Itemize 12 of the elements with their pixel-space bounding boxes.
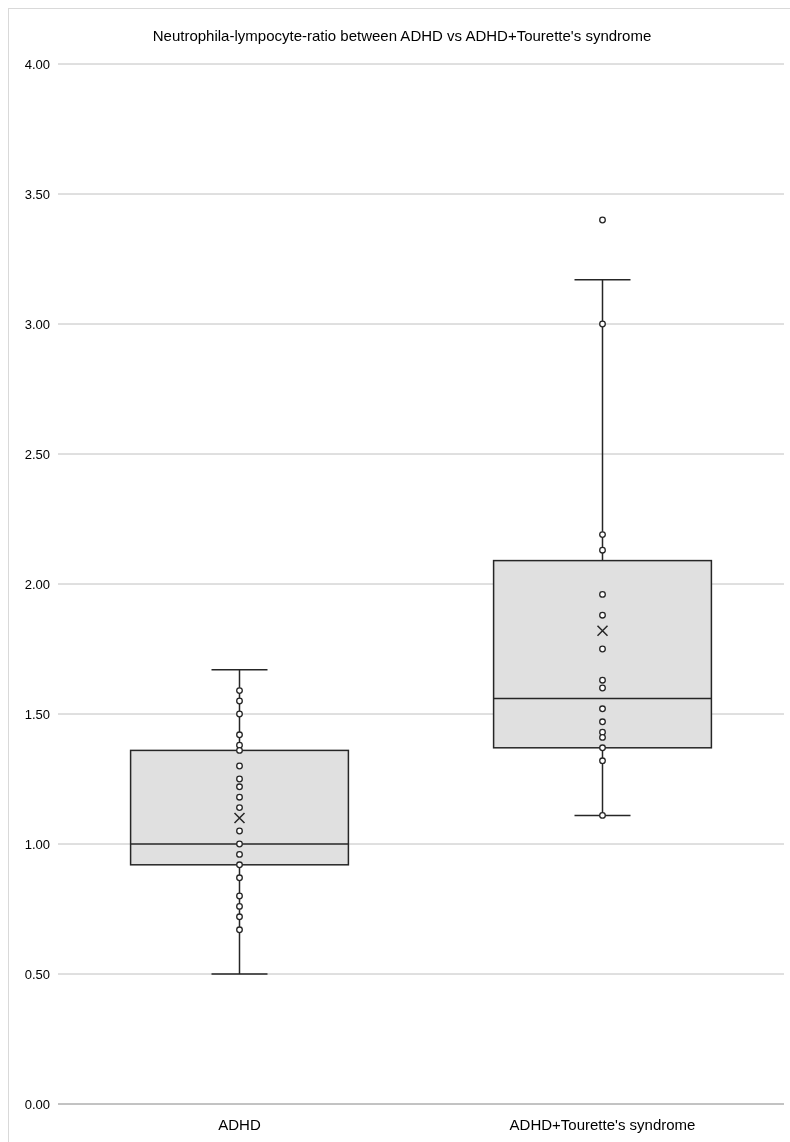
y-tick-label: 1.00 bbox=[24, 836, 50, 852]
x-tick-label: ADHD bbox=[218, 1116, 261, 1133]
y-tick-label: 0.50 bbox=[24, 966, 50, 982]
chart-title: Neutrophila-lympocyte-ratio between ADHD vs ADHD+Tourette's syndrome bbox=[152, 27, 652, 44]
y-tick-label: 2.00 bbox=[24, 576, 50, 592]
x-tick-label: ADHD+Tourette's syndrome bbox=[509, 1116, 696, 1133]
y-tick-label: 3.50 bbox=[24, 186, 50, 202]
y-tick-label: 3.00 bbox=[24, 316, 50, 332]
y-tick-label: 1.50 bbox=[24, 706, 50, 722]
y-tick-label: 4.00 bbox=[24, 56, 50, 72]
y-tick-label: 2.50 bbox=[24, 446, 50, 462]
y-tick-label: 0.00 bbox=[24, 1096, 50, 1112]
